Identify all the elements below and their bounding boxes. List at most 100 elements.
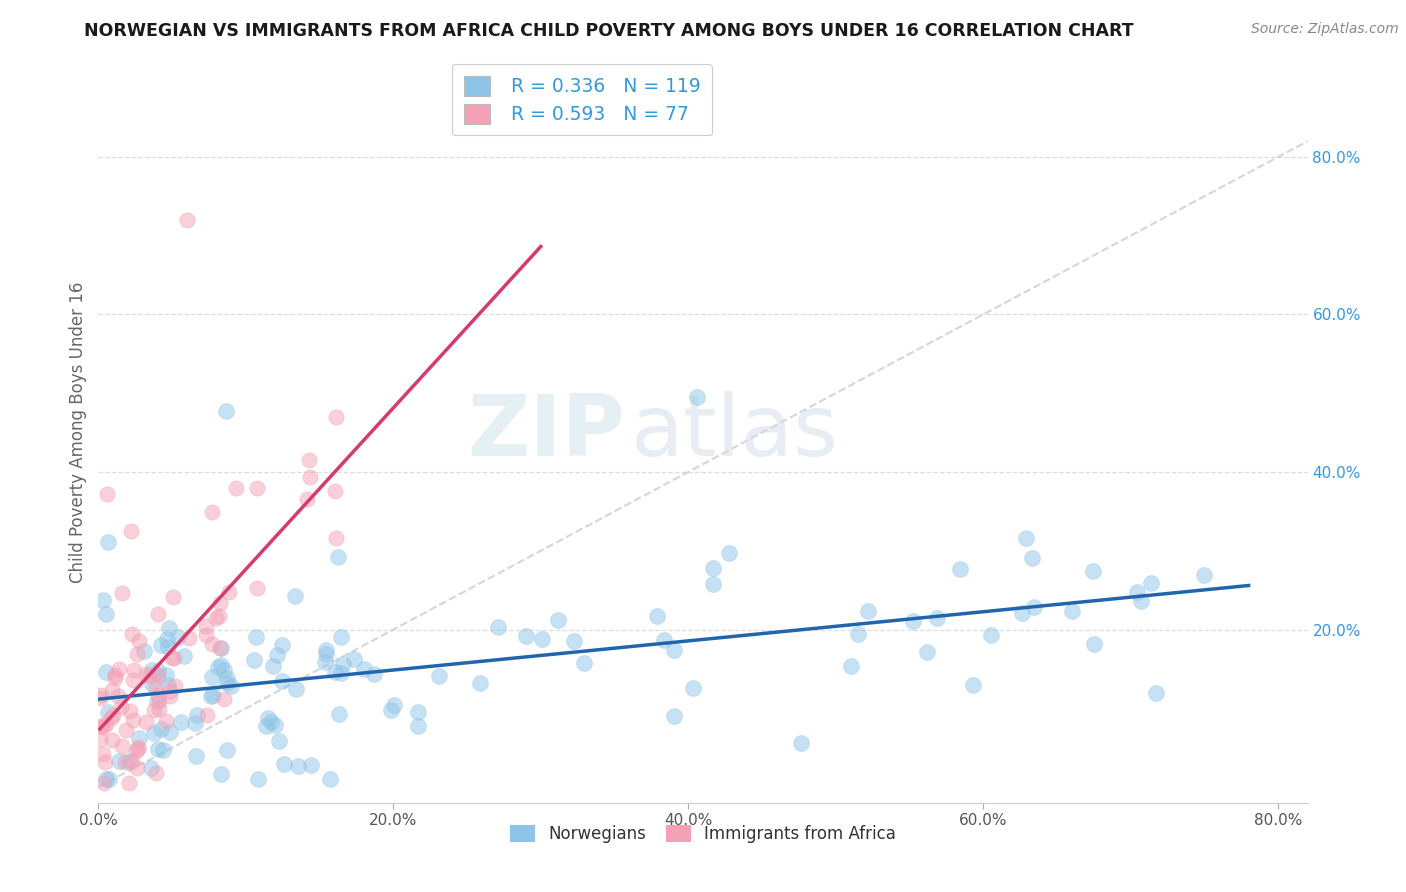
Point (186, 707, 208, 722)
Point (271, 638, 294, 652)
Point (1192, 568, 1215, 582)
Point (215, 675, 238, 690)
Point (562, 634, 585, 648)
Point (328, 706, 350, 721)
Point (470, 675, 492, 690)
Point (363, 666, 385, 681)
Point (323, 483, 346, 498)
Point (159, 689, 181, 703)
Point (157, 621, 180, 635)
Point (201, 688, 224, 702)
Point (652, 632, 675, 647)
Point (159, 724, 181, 739)
Point (125, 761, 148, 775)
Point (159, 684, 181, 698)
Point (94, 665, 117, 679)
Point (135, 667, 157, 681)
Point (264, 718, 287, 732)
Point (122, 673, 145, 687)
Point (108, 755, 131, 769)
Point (93, 776, 115, 790)
Point (143, 726, 166, 740)
Point (135, 714, 157, 729)
Text: Source: ZipAtlas.com: Source: ZipAtlas.com (1251, 22, 1399, 37)
Point (299, 757, 322, 772)
Point (148, 702, 170, 716)
Point (662, 643, 685, 657)
Point (100, 733, 122, 747)
Point (195, 708, 218, 723)
Point (209, 596, 232, 610)
Point (103, 708, 125, 723)
Point (121, 627, 143, 641)
Point (111, 739, 134, 753)
Point (104, 667, 127, 681)
Point (1144, 686, 1167, 700)
Point (148, 741, 170, 756)
Point (150, 638, 173, 652)
Point (201, 505, 224, 519)
Point (427, 669, 450, 683)
Point (353, 662, 375, 676)
Text: ZIP: ZIP (467, 391, 624, 475)
Point (90, 718, 112, 732)
Point (96, 487, 118, 501)
Point (209, 658, 232, 673)
Point (211, 766, 233, 780)
Point (128, 731, 150, 745)
Point (217, 743, 239, 757)
Point (245, 630, 267, 644)
Point (93, 593, 115, 607)
Point (298, 453, 321, 467)
Point (260, 715, 283, 730)
Point (406, 705, 429, 719)
Point (177, 632, 200, 646)
Point (118, 704, 141, 718)
Point (325, 531, 347, 545)
Point (138, 669, 160, 683)
Point (141, 663, 163, 677)
Point (121, 755, 143, 769)
Point (702, 577, 724, 591)
Point (242, 653, 264, 667)
Point (111, 585, 134, 599)
Point (1083, 637, 1105, 651)
Point (184, 716, 207, 731)
Point (115, 723, 138, 737)
Point (682, 681, 704, 696)
Point (165, 679, 187, 693)
Point (155, 668, 177, 682)
Point (1022, 599, 1045, 614)
Point (315, 647, 337, 661)
Point (97, 706, 120, 720)
Point (152, 743, 174, 757)
Point (96, 772, 118, 787)
Point (162, 590, 184, 604)
Point (284, 589, 307, 603)
Point (118, 755, 141, 769)
Point (225, 481, 247, 495)
Point (662, 708, 685, 723)
Point (1011, 607, 1033, 621)
Point (91, 720, 114, 734)
Point (284, 681, 307, 696)
Point (110, 700, 132, 714)
Point (141, 676, 163, 690)
Point (124, 664, 146, 678)
Point (195, 619, 218, 633)
Point (270, 673, 292, 688)
Point (96, 716, 118, 731)
Point (127, 647, 149, 661)
Point (645, 609, 668, 624)
Point (146, 668, 169, 682)
Point (90, 688, 112, 702)
Point (128, 634, 150, 648)
Point (212, 663, 235, 677)
Point (148, 664, 170, 678)
Point (343, 651, 366, 665)
Point (160, 651, 183, 665)
Point (155, 714, 177, 729)
Point (127, 742, 149, 756)
Point (91, 747, 114, 762)
Point (295, 492, 318, 507)
